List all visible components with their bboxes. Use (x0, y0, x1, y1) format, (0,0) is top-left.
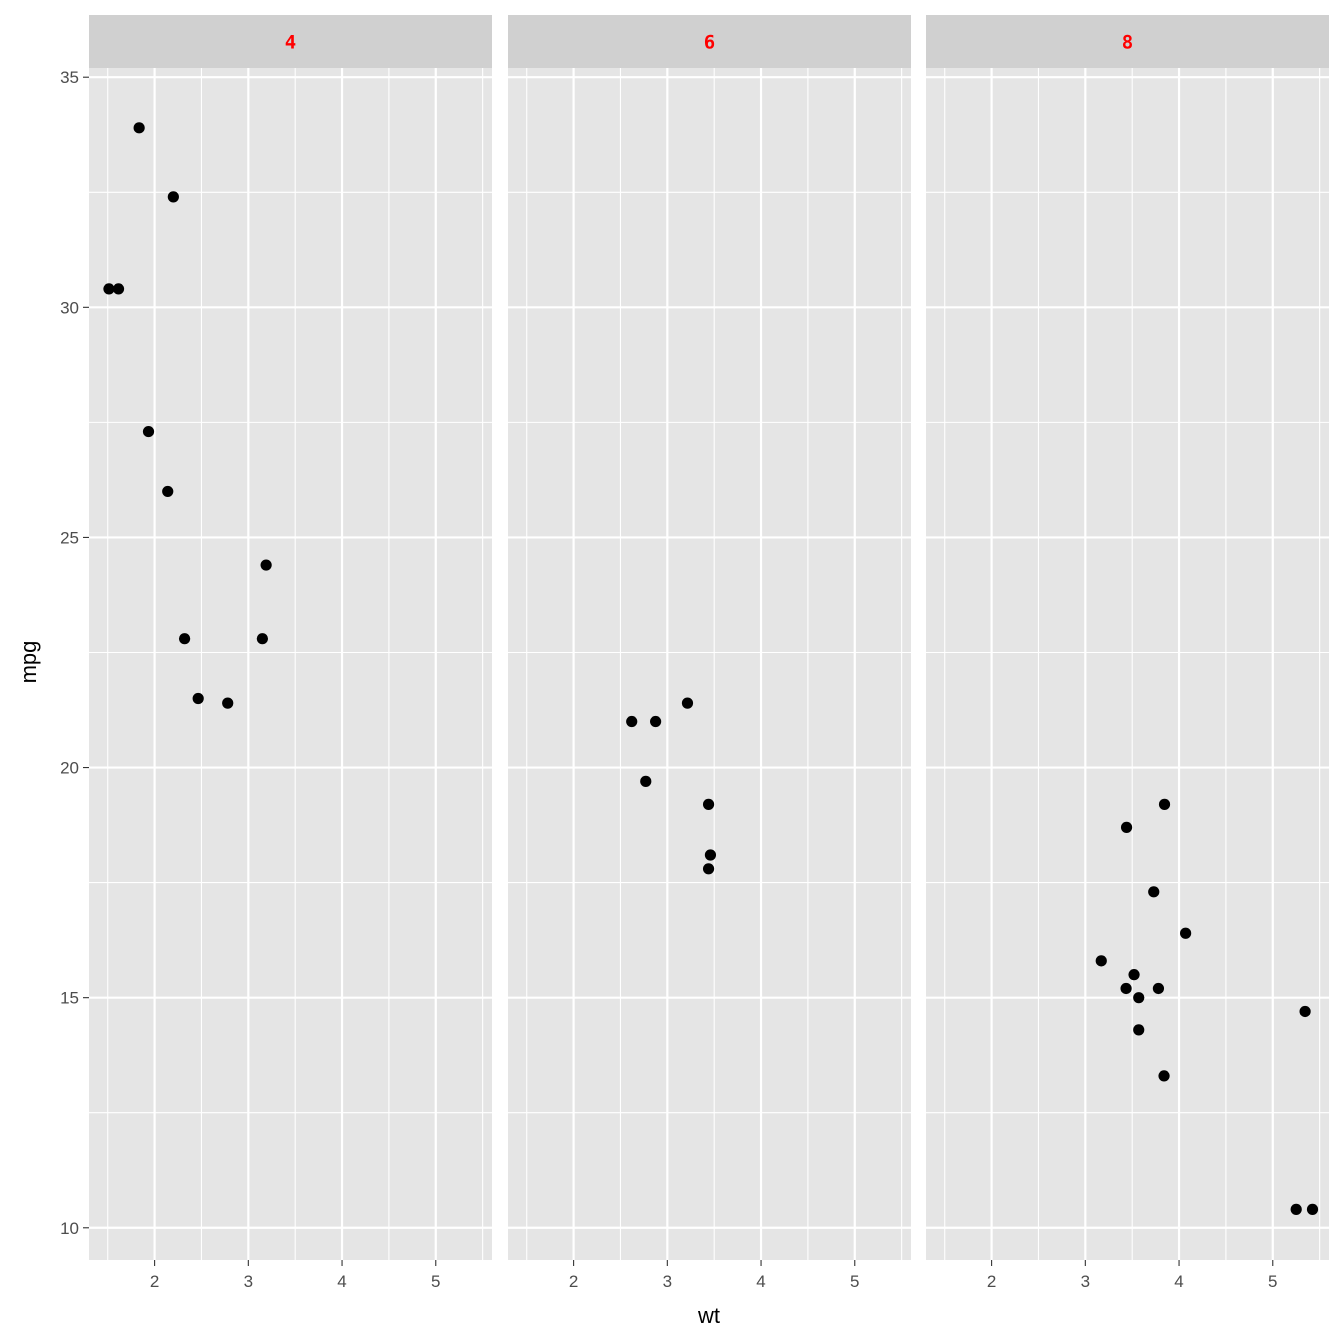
x-axis-panel-6: 2 3 4 5 (569, 1260, 860, 1291)
x-tick-label: 3 (244, 1272, 253, 1291)
data-point (702, 863, 715, 875)
data-point (1120, 821, 1133, 833)
data-point (1120, 982, 1132, 995)
data-point (178, 633, 191, 645)
x-axis-panel-4: 2 3 4 5 (150, 1260, 441, 1291)
y-tick-label: 30 (60, 298, 79, 317)
y-tick-label: 20 (60, 759, 79, 778)
data-point (1180, 927, 1192, 939)
data-point (1158, 1070, 1170, 1082)
data-point (1306, 1203, 1319, 1215)
y-tick-label: 10 (60, 1219, 79, 1238)
y-tick-label: 25 (60, 528, 79, 547)
data-point (1299, 1005, 1311, 1018)
y-axis: 10 15 20 25 30 35 (60, 68, 89, 1238)
facet-strip-label: 6 (704, 32, 715, 54)
data-point (112, 283, 125, 295)
data-point (142, 425, 155, 438)
x-tick-label: 5 (431, 1272, 440, 1291)
data-point (650, 715, 662, 728)
data-point (1148, 886, 1160, 898)
data-point (1290, 1203, 1302, 1215)
facet-strip-6 (508, 15, 911, 68)
data-point (704, 849, 717, 861)
panel-background (508, 68, 911, 1260)
data-point (702, 798, 715, 810)
data-point (167, 191, 179, 203)
data-point (222, 697, 234, 709)
facet-strip-4 (89, 15, 492, 68)
x-tick-label: 3 (663, 1272, 672, 1291)
data-point (626, 715, 638, 728)
data-point (1158, 798, 1171, 810)
data-point (256, 633, 268, 645)
x-tick-label: 3 (1081, 1272, 1090, 1291)
data-point (1133, 1024, 1145, 1036)
data-point (1095, 955, 1107, 967)
x-tick-label: 2 (987, 1272, 996, 1291)
y-tick-label: 35 (60, 68, 79, 87)
data-point (260, 559, 272, 571)
y-tick-label: 15 (60, 989, 79, 1008)
data-point (1128, 969, 1140, 981)
x-tick-label: 4 (1174, 1272, 1183, 1291)
data-point (681, 697, 694, 709)
facet-strip-label: 8 (1122, 32, 1133, 54)
panel-8: 8 (926, 15, 1329, 1260)
panel-background (89, 68, 492, 1260)
x-axis-panel-8: 2 3 4 5 (987, 1260, 1278, 1291)
facet-strip-label: 4 (285, 32, 296, 54)
y-axis-title: mpg (16, 641, 41, 684)
x-tick-label: 2 (569, 1272, 578, 1291)
x-tick-label: 5 (1268, 1272, 1277, 1291)
data-point (1133, 992, 1145, 1004)
data-point (162, 485, 174, 498)
panel-6: 6 (508, 15, 911, 1260)
x-tick-label: 5 (850, 1272, 859, 1291)
x-axes: 2 3 4 5 2 3 4 5 2 3 4 5 (150, 1260, 1278, 1291)
x-tick-label: 2 (150, 1272, 159, 1291)
panels: 4 6 8 (89, 15, 1329, 1260)
data-point (640, 775, 652, 787)
x-tick-label: 4 (337, 1272, 346, 1291)
data-point (192, 692, 204, 705)
x-tick-label: 4 (756, 1272, 765, 1291)
x-axis-title: wt (697, 1303, 720, 1328)
facet-strip-8 (926, 15, 1329, 68)
panel-4: 4 (89, 15, 492, 1260)
data-point (1152, 982, 1165, 995)
data-point (103, 283, 115, 295)
panel-background (926, 68, 1329, 1260)
data-point (133, 122, 145, 134)
